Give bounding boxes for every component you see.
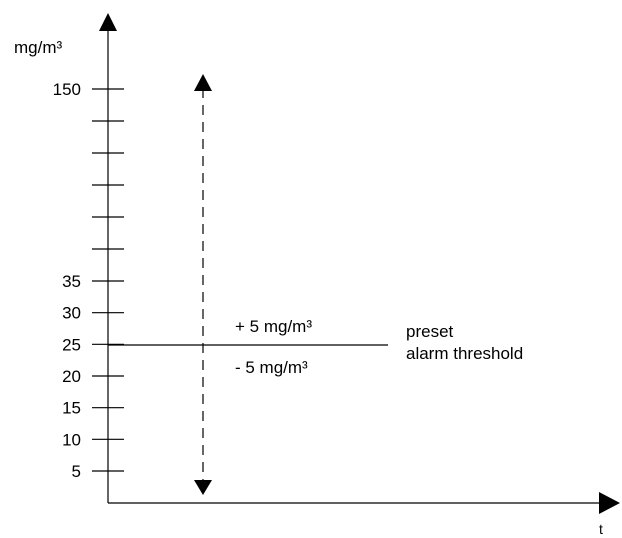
x-axis-arrowhead <box>599 492 620 514</box>
y-tick-label: 30 <box>62 304 81 323</box>
tolerance-upper-label: + 5 mg/m³ <box>235 317 312 336</box>
y-tick-label: 5 <box>72 462 81 481</box>
y-axis-unit-label: mg/m³ <box>14 38 63 57</box>
threshold-caption-line1: preset <box>406 322 454 341</box>
y-axis-ticks: 150 35 30 25 20 15 10 5 <box>53 80 124 481</box>
x-axis-unit-label: t <box>599 521 603 537</box>
tolerance-arrow-down <box>194 480 212 495</box>
tolerance-arrow-up <box>194 74 212 91</box>
y-tick-label: 25 <box>62 335 81 354</box>
threshold-caption-line2: alarm threshold <box>406 344 523 363</box>
y-axis-arrowhead <box>99 13 117 31</box>
tolerance-lower-label: - 5 mg/m³ <box>235 358 308 377</box>
y-tick-label: 150 <box>53 80 81 99</box>
y-tick-label: 35 <box>62 272 81 291</box>
y-tick-label: 15 <box>62 399 81 418</box>
y-tick-label: 20 <box>62 367 81 386</box>
y-tick-label: 10 <box>62 430 81 449</box>
